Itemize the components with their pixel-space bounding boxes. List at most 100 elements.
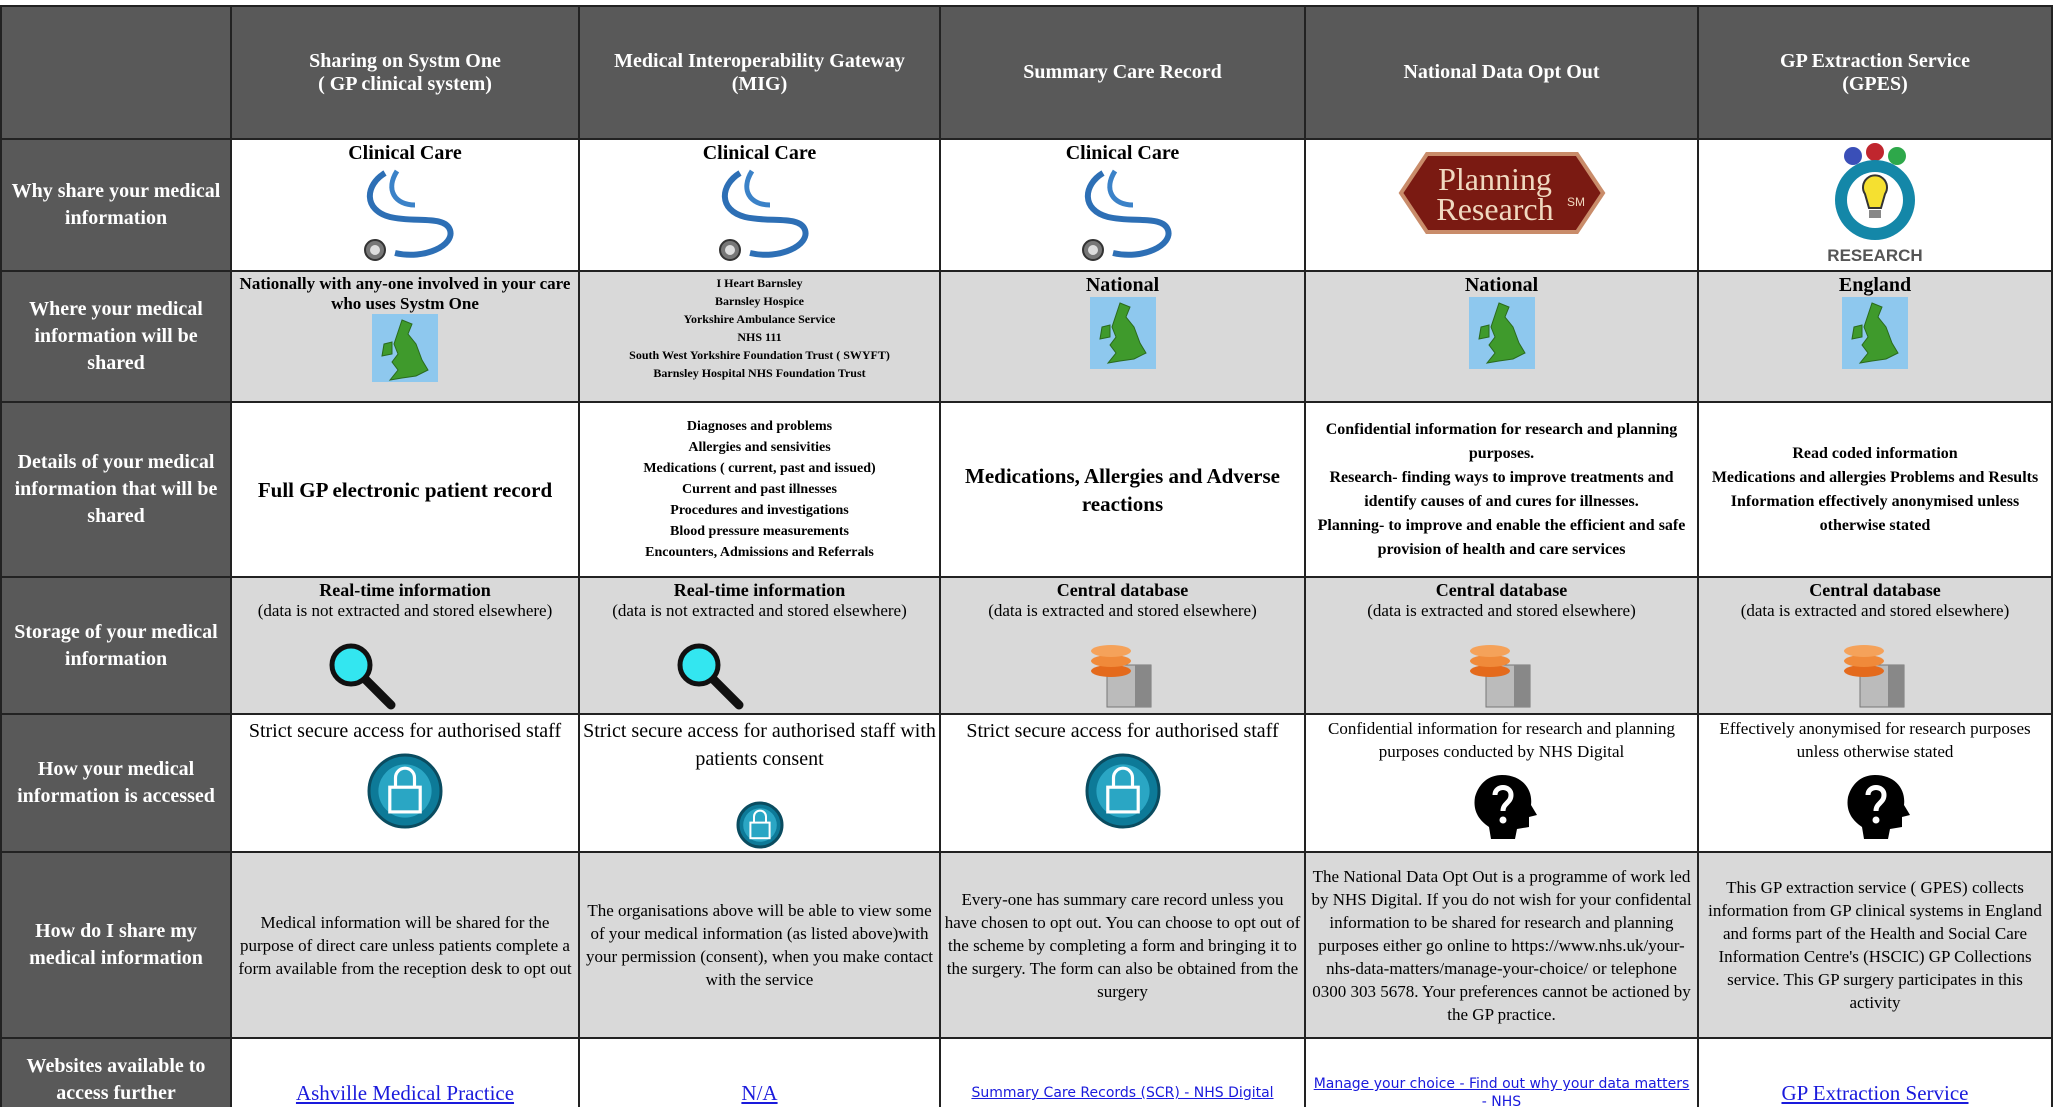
table-cell: The National Data Opt Out is a programme… bbox=[1304, 851, 1699, 1039]
table-cell: Strict secure access for authorised staf… bbox=[939, 713, 1306, 853]
cell-text: Every-one has summary care record unless… bbox=[944, 889, 1301, 1001]
table-cell: Every-one has summary care record unless… bbox=[939, 851, 1306, 1039]
table-cell: Medications, Allergies and Adverse react… bbox=[939, 401, 1306, 578]
table-cell: Central database (data is extracted and s… bbox=[1304, 576, 1699, 715]
table-row: Storage of your medical information Real-… bbox=[0, 576, 2053, 715]
cell-title: Clinical Care bbox=[1065, 142, 1180, 164]
icon bbox=[583, 641, 936, 711]
cell-title: Real-time information bbox=[319, 580, 491, 600]
icon bbox=[944, 641, 1301, 711]
table-cell: National bbox=[939, 270, 1306, 403]
uk-map-icon bbox=[372, 314, 438, 382]
website-link[interactable]: Manage your choice - Find out why your d… bbox=[1313, 1076, 1690, 1107]
cell-line: Allergies and sensivities bbox=[688, 440, 831, 455]
logo-text: SM bbox=[1567, 195, 1585, 209]
table-cell: I Heart Barnsley Barnsley Hospice Yorkshir… bbox=[578, 270, 941, 403]
column-header-line: Summary Care Record bbox=[1023, 61, 1222, 83]
lock-icon bbox=[367, 753, 443, 829]
header-row: Sharing on Systm One( GP clinical system… bbox=[0, 5, 2053, 140]
uk-map-icon bbox=[1089, 297, 1156, 369]
icon bbox=[1309, 297, 1694, 369]
column-header: Sharing on Systm One( GP clinical system… bbox=[230, 5, 580, 140]
cell-text: This GP extraction service ( GPES) colle… bbox=[1708, 878, 2042, 1012]
stethoscope-icon bbox=[364, 169, 454, 261]
website-link[interactable]: N/A bbox=[741, 1080, 778, 1105]
cell-title: Clinical Care bbox=[348, 142, 462, 164]
cell-line: Barnsley Hospice bbox=[715, 294, 804, 308]
icon bbox=[1309, 641, 1694, 711]
logo: Planning Research SM bbox=[1309, 148, 1694, 238]
cell-text: The organisations above will be able to … bbox=[586, 901, 933, 989]
lock-icon bbox=[736, 801, 783, 849]
column-header-line: Sharing on Systm One bbox=[309, 49, 501, 72]
icon bbox=[1702, 771, 2048, 841]
cell-line: NHS 111 bbox=[737, 330, 782, 344]
cell-note: (data is not extracted and stored elsewh… bbox=[257, 601, 553, 620]
table-row: How do I share my medical information Med… bbox=[0, 851, 2053, 1039]
table-cell: Strict secure access for authorised staf… bbox=[230, 713, 580, 853]
icon bbox=[235, 314, 575, 382]
table-cell: Central database (data is extracted and s… bbox=[1697, 576, 2053, 715]
icon bbox=[1702, 641, 2048, 711]
table-row: Websites available to access further inf… bbox=[0, 1037, 2053, 1107]
icon bbox=[235, 641, 575, 711]
row-label: How do I share my medical information bbox=[0, 851, 232, 1039]
column-header: National Data Opt Out bbox=[1304, 5, 1699, 140]
cell-line: Medications and allergies Problems and R… bbox=[1711, 468, 2039, 486]
icon bbox=[583, 165, 936, 265]
cell-note: (data is extracted and stored elsewhere) bbox=[1740, 601, 2010, 620]
icon bbox=[944, 297, 1301, 369]
cell-title: Full GP electronic patient record bbox=[257, 477, 553, 502]
cell-title: Central database bbox=[1056, 580, 1189, 600]
column-header-line: GP Extraction Service bbox=[1780, 49, 1970, 72]
database-icon bbox=[1091, 645, 1152, 708]
table-cell: Effectively anonymised for research purp… bbox=[1697, 713, 2053, 853]
cell-line: I Heart Barnsley bbox=[716, 276, 803, 290]
logo-text: Research bbox=[1436, 191, 1553, 227]
table-cell: This GP extraction service ( GPES) colle… bbox=[1697, 851, 2053, 1039]
cell-title: Central database bbox=[1809, 580, 1941, 600]
website-link[interactable]: GP Extraction Service bbox=[1781, 1080, 1969, 1105]
column-header: Medical Interoperability Gateway (MIG) bbox=[578, 5, 941, 140]
uk-map-icon bbox=[1842, 297, 1908, 369]
logo: RESEARCH bbox=[1702, 142, 2048, 267]
website-link[interactable]: Summary Care Records (SCR) - NHS Digital bbox=[971, 1085, 1274, 1101]
table-cell: Nationally with any-one involved in your… bbox=[230, 270, 580, 403]
table-cell: Summary Care Records (SCR) - NHS Digital bbox=[939, 1037, 1306, 1107]
table-cell: Ashville Medical Practice bbox=[230, 1037, 580, 1107]
cell-title: National bbox=[1085, 274, 1160, 296]
column-header-line: National Data Opt Out bbox=[1403, 61, 1600, 83]
lock-icon bbox=[1085, 753, 1160, 829]
table-row: Why share your medical information Clinic… bbox=[0, 138, 2053, 272]
cell-title: Central database bbox=[1435, 580, 1568, 600]
icon bbox=[1702, 297, 2048, 369]
magnifier-icon bbox=[329, 643, 396, 710]
icon bbox=[944, 165, 1301, 265]
table-cell: Planning Research SM bbox=[1304, 138, 1699, 272]
cell-line: Diagnoses and problems bbox=[686, 419, 833, 434]
row-label: Storage of your medical information bbox=[0, 576, 232, 715]
cell-note: (data is extracted and stored elsewhere) bbox=[1367, 601, 1636, 620]
table-cell: N/A bbox=[578, 1037, 941, 1107]
table-cell: Medical information will be shared for t… bbox=[230, 851, 580, 1039]
cell-text: Medical information will be shared for t… bbox=[238, 912, 572, 978]
cell-text: Strict secure access for authorised staf… bbox=[583, 720, 936, 770]
comparison-table: Sharing on Systm One( GP clinical system… bbox=[0, 5, 2053, 1107]
row-label: How your medical information is accessed bbox=[0, 713, 232, 853]
cell-line: Confidential information for research an… bbox=[1325, 420, 1678, 462]
table-cell: Central database (data is extracted and s… bbox=[939, 576, 1306, 715]
head-question-icon bbox=[1474, 775, 1537, 839]
cell-note: (data is extracted and stored elsewhere) bbox=[988, 601, 1257, 620]
icon bbox=[1309, 771, 1694, 841]
row-label: Websites available to access further inf… bbox=[0, 1037, 232, 1107]
icon bbox=[235, 753, 575, 829]
table-cell: Full GP electronic patient record bbox=[230, 401, 580, 578]
row-label: Details of your medical information that… bbox=[0, 401, 232, 578]
cell-text: Strict secure access for authorised staf… bbox=[966, 720, 1279, 742]
cell-text: The National Data Opt Out is a programme… bbox=[1311, 866, 1692, 1024]
cell-title: Real-time information bbox=[673, 580, 846, 600]
website-link[interactable]: Ashville Medical Practice bbox=[295, 1080, 515, 1105]
table-cell: Clinical Care bbox=[939, 138, 1306, 272]
cell-title: England bbox=[1838, 274, 1912, 296]
